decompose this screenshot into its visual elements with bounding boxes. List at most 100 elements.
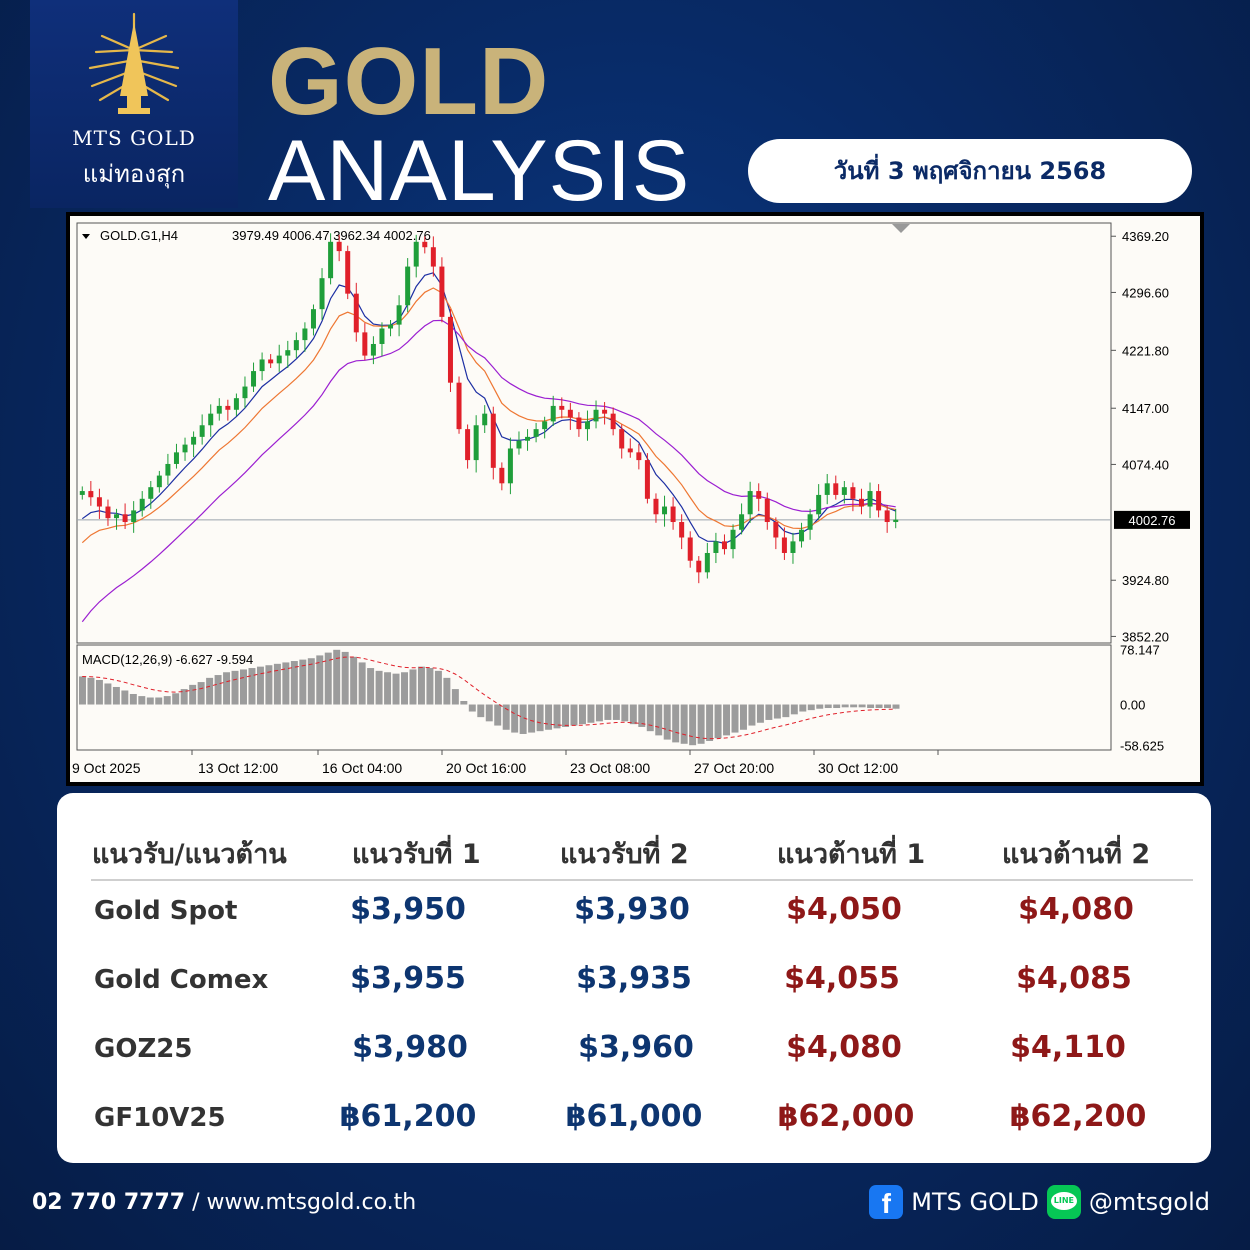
candle [764,492,770,530]
macd-bar [307,658,315,705]
time-label: 23 Oct 08:00 [570,760,650,776]
candle [105,499,111,526]
title-analysis: ANALYSIS [268,123,691,219]
line-app-icon[interactable]: LINE [1046,1185,1081,1219]
candle [559,397,565,419]
macd-bar [612,704,620,720]
candle [807,508,813,540]
current-price-label: 4002.76 [1129,513,1176,528]
candle [525,429,531,451]
macd-bar [468,704,476,712]
candle [670,497,676,530]
macd-bar [409,669,417,705]
candle [79,486,85,500]
candle [662,495,668,527]
macd-bar [867,704,875,709]
macd-bar [155,697,163,705]
price-tick-label: 4296.60 [1122,285,1169,300]
macd-bar [146,697,154,705]
support-2-value: $3,935 [576,961,692,996]
facebook-icon[interactable]: f [869,1185,904,1219]
macd-bar [273,663,281,705]
price-tick-label: 4147.00 [1122,401,1169,416]
macd-bar [214,675,222,705]
macd-bar [417,666,425,705]
candle [345,245,351,300]
candle [867,482,873,519]
time-label: 16 Oct 04:00 [322,760,402,776]
footer-social: f MTS GOLD LINE @mtsgold [869,1184,1210,1220]
candle [353,282,359,342]
candle [302,322,308,352]
candle [739,503,745,535]
macd-bar [189,684,197,705]
col-header-type: แนวรับ/แนวต้าน [92,839,287,870]
macd-bar [282,662,290,705]
candle [756,483,762,512]
macd-bar [426,668,434,705]
macd-bar [807,704,815,711]
row-label: Gold Comex [94,965,269,995]
resistance-1-value: $4,080 [786,1030,902,1065]
macd-bar [773,704,781,719]
macd-bar [562,704,570,727]
macd-bar [79,676,86,705]
macd-bar [172,693,180,705]
candle [122,503,128,529]
website-link[interactable]: www.mtsgold.co.th [206,1190,417,1215]
candle [473,415,479,473]
col-header-resistance-2: แนวต้านที่ 2 [1002,839,1151,870]
macd-bar [706,704,714,741]
line-id[interactable]: @mtsgold [1088,1188,1210,1216]
candle [148,480,154,509]
row-label: GOZ25 [94,1034,193,1064]
candle [542,416,548,439]
macd-bar [206,677,214,705]
macd-bar [494,704,502,726]
candle [499,462,505,491]
candle [747,481,753,523]
candle [173,443,179,469]
macd-bar [519,704,527,734]
candle [773,517,779,550]
macd-bar [595,704,603,722]
candle [405,258,411,313]
candle [550,395,556,427]
candle [602,402,608,425]
candle [610,407,616,436]
candle [156,470,162,493]
candle [413,234,419,278]
macd-bar [460,701,468,705]
macd-bar [138,696,146,705]
candle [713,532,719,564]
candle [379,322,385,357]
macd-bar [799,704,807,712]
macd-bar [256,666,264,705]
candle [225,399,231,421]
phone-number[interactable]: 02 770 7777 [32,1190,186,1215]
macd-bar [511,704,519,733]
macd-bar [451,689,459,705]
candle [816,484,822,520]
candle [242,376,248,409]
macd-bar [536,704,544,732]
macd-bar [663,704,671,740]
macd-label: MACD(12,26,9) -6.627 -9.594 [82,652,253,667]
macd-bar [87,677,95,705]
price-tick-label: 4369.20 [1122,229,1169,244]
price-tick-label: 4074.40 [1122,457,1169,472]
time-label: 9 Oct 2025 [72,760,141,776]
resistance-1-value: $4,055 [784,961,900,996]
macd-bar [485,704,493,722]
dropdown-arrow-icon [82,234,90,239]
support-1-value: ฿61,200 [339,1099,477,1134]
levels-table [57,793,1211,1163]
candle [310,304,316,336]
candle [447,309,453,392]
facebook-name[interactable]: MTS GOLD [911,1188,1039,1216]
macd-bar [197,682,205,705]
macd-bar [350,656,358,705]
macd-bar [553,704,561,729]
col-header-resistance-1: แนวต้านที่ 1 [777,839,926,870]
macd-bar [163,696,171,705]
